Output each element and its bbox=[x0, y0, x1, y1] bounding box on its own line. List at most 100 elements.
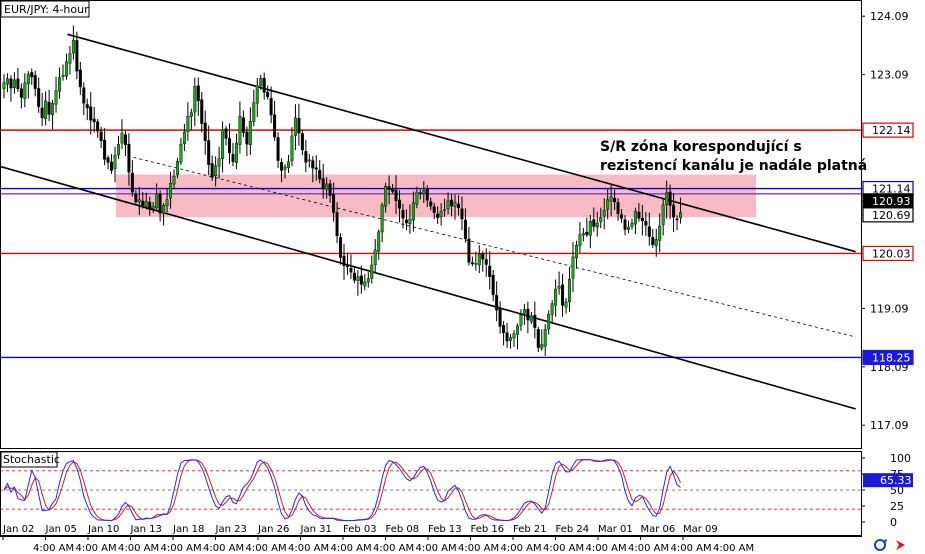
candle bbox=[561, 273, 565, 317]
candle bbox=[245, 126, 249, 157]
candle bbox=[30, 68, 34, 86]
candle bbox=[460, 196, 464, 231]
candle bbox=[231, 143, 235, 167]
candle bbox=[266, 85, 270, 100]
candle bbox=[127, 133, 131, 186]
candle bbox=[647, 212, 651, 246]
x-time-label: 4:00 AM bbox=[331, 543, 372, 554]
candle bbox=[234, 133, 238, 170]
candle bbox=[332, 182, 336, 222]
candle bbox=[280, 158, 284, 183]
candle bbox=[255, 78, 259, 118]
price-tag: 121.14 bbox=[862, 180, 914, 197]
stoch-tick-label: 100 bbox=[890, 452, 911, 465]
candle bbox=[512, 329, 516, 348]
candle bbox=[200, 91, 204, 133]
candle bbox=[342, 244, 346, 280]
corner-icons bbox=[874, 539, 905, 551]
stoch-current-value: 65.33 bbox=[880, 474, 912, 487]
sr-zone-layer bbox=[116, 174, 756, 218]
candle bbox=[345, 252, 349, 275]
candle bbox=[193, 77, 197, 127]
chart-frames bbox=[0, 0, 862, 537]
candle bbox=[141, 192, 145, 209]
stoch-tick-label: 25 bbox=[890, 500, 904, 513]
candle bbox=[446, 192, 450, 215]
candle bbox=[616, 198, 620, 221]
stoch-k-line bbox=[3, 459, 681, 522]
x-date-label: Feb 13 bbox=[428, 524, 462, 535]
candle bbox=[602, 198, 606, 230]
candle bbox=[19, 83, 23, 109]
refresh-icon[interactable] bbox=[874, 539, 887, 551]
candle bbox=[481, 251, 485, 272]
indicator-title-frame bbox=[0, 451, 58, 468]
candle bbox=[51, 99, 55, 130]
candle bbox=[224, 125, 228, 146]
candle bbox=[189, 108, 193, 131]
candle bbox=[304, 139, 308, 173]
candle bbox=[259, 74, 263, 90]
candle bbox=[228, 123, 232, 164]
x-date-label: Mar 09 bbox=[683, 524, 718, 535]
candle bbox=[519, 309, 523, 331]
candle bbox=[498, 301, 502, 334]
price-tag: 118.25 bbox=[862, 349, 914, 366]
candle bbox=[509, 334, 513, 349]
chart-title-box: EUR/JPY: 4-hour bbox=[0, 0, 90, 18]
candle bbox=[61, 64, 65, 81]
y-tick-label: 123.09 bbox=[870, 69, 909, 82]
x-date-label: Jan 13 bbox=[130, 524, 162, 535]
candle bbox=[40, 92, 44, 126]
x-date-label: Jan 23 bbox=[215, 524, 247, 535]
y-tick-label: 117.09 bbox=[870, 419, 909, 432]
candle bbox=[276, 132, 280, 168]
candle bbox=[252, 89, 256, 127]
candle bbox=[432, 202, 436, 220]
candle bbox=[384, 182, 388, 213]
candle bbox=[297, 103, 301, 146]
candle bbox=[488, 251, 492, 290]
candle bbox=[377, 229, 381, 260]
candle bbox=[214, 156, 218, 187]
candle bbox=[665, 180, 669, 219]
x-date-label: Jan 31 bbox=[300, 524, 332, 535]
candle bbox=[221, 121, 225, 173]
x-time-label: 4:00 AM bbox=[671, 543, 712, 554]
candle bbox=[526, 301, 530, 334]
price-tag-label: 121.14 bbox=[872, 183, 911, 196]
price-tag-label: 118.25 bbox=[872, 351, 911, 364]
x-time-label: 4:00 AM bbox=[161, 543, 202, 554]
candle bbox=[588, 214, 592, 249]
candle bbox=[273, 100, 277, 141]
candle bbox=[626, 220, 630, 234]
candle bbox=[651, 228, 655, 248]
play-arrow-icon[interactable] bbox=[896, 540, 905, 550]
candle bbox=[675, 215, 679, 231]
x-date-label: Jan 10 bbox=[87, 524, 119, 535]
stochastic-panel: 100755025065.33 bbox=[0, 452, 913, 529]
candle bbox=[241, 110, 245, 138]
candle bbox=[9, 75, 13, 102]
candle bbox=[467, 226, 471, 266]
candle bbox=[352, 267, 356, 284]
candle bbox=[113, 147, 117, 183]
annotation-line-2: rezistencí kanálu je nadále platná bbox=[600, 158, 867, 174]
candle bbox=[547, 310, 551, 335]
candle bbox=[568, 267, 572, 312]
candle bbox=[116, 135, 120, 159]
title-box-frame bbox=[0, 0, 90, 18]
candle bbox=[130, 160, 134, 197]
candle bbox=[37, 77, 41, 113]
price-tag: 120.93 bbox=[862, 193, 914, 209]
candle bbox=[606, 188, 610, 220]
candle bbox=[339, 233, 343, 265]
x-time-label: 4:00 AM bbox=[628, 543, 669, 554]
candle bbox=[179, 137, 183, 165]
candle bbox=[359, 265, 363, 294]
candle bbox=[609, 184, 613, 217]
candle bbox=[415, 186, 419, 209]
sr-zone bbox=[116, 174, 756, 218]
candle bbox=[103, 128, 107, 166]
candle bbox=[654, 228, 658, 257]
